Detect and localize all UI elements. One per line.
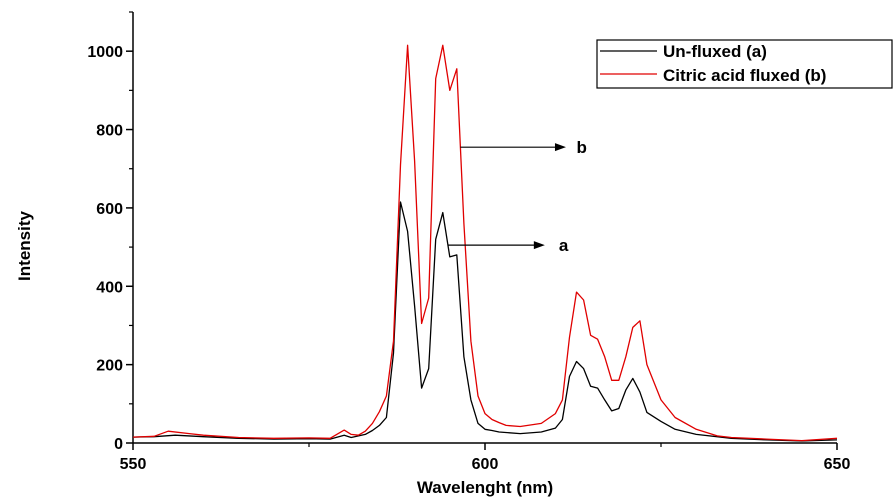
annotation-label-a: a bbox=[559, 236, 569, 255]
annotation-arrowhead-a bbox=[533, 241, 545, 250]
y-axis-title: Intensity bbox=[15, 211, 34, 281]
legend-label-citric: Citric acid fluxed (b) bbox=[663, 66, 826, 85]
y-tick-label: 0 bbox=[114, 436, 123, 453]
series-line-unfluxed bbox=[132, 201, 838, 442]
annotation-label-b: b bbox=[577, 138, 587, 157]
y-tick-label: 400 bbox=[96, 279, 123, 296]
x-tick-label: 600 bbox=[472, 456, 499, 473]
series-line-citric bbox=[132, 44, 838, 442]
y-tick-label: 600 bbox=[96, 201, 123, 218]
y-tick-label: 1000 bbox=[87, 44, 123, 61]
plot-area bbox=[132, 44, 838, 442]
legend-box bbox=[596, 39, 893, 89]
annotation-arrowhead-b bbox=[554, 143, 566, 152]
annotations: ba bbox=[448, 138, 587, 255]
legend: Un-fluxed (a) Citric acid fluxed (b) bbox=[596, 39, 893, 89]
y-tick-label: 200 bbox=[96, 358, 123, 375]
y-tick-label: 800 bbox=[96, 123, 123, 140]
x-tick-label: 550 bbox=[120, 456, 147, 473]
x-tick-label: 650 bbox=[824, 456, 851, 473]
x-axis-title: Wavelenght (nm) bbox=[417, 478, 553, 497]
axes: 0 200 400 600 800 1000 550 600 650 bbox=[87, 11, 851, 473]
legend-label-unfluxed: Un-fluxed (a) bbox=[663, 42, 767, 61]
